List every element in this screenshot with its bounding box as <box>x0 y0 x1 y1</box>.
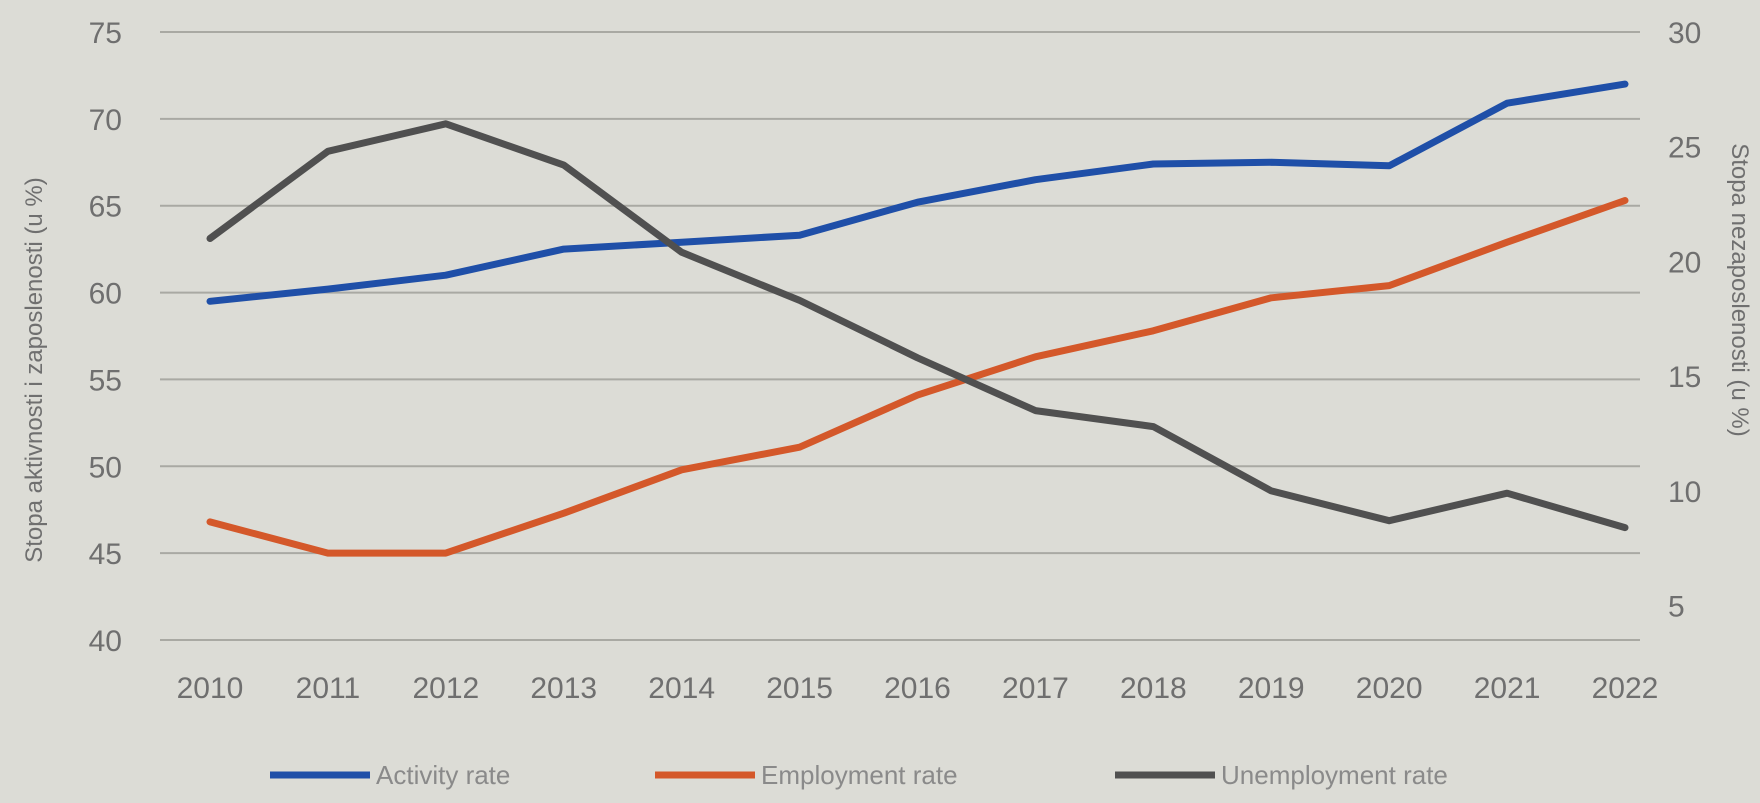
right-y-tick-label: 25 <box>1668 132 1701 165</box>
x-tick-label: 2020 <box>1356 672 1423 705</box>
x-tick-label: 2017 <box>1002 672 1069 705</box>
right-y-axis-ticks: 5 10 15 20 25 30 <box>1668 17 1701 624</box>
x-axis-ticks: 2010 2011 2012 2013 2014 2015 2016 2017 2018 2019… <box>177 672 1659 705</box>
legend-label: Activity rate <box>376 760 510 790</box>
series-line-1 <box>206 80 1629 305</box>
right-y-tick-label: 5 <box>1668 591 1685 624</box>
left-y-axis-title: Stopa aktivnosti i zaposlenosti (u %) <box>21 177 48 563</box>
x-tick-label: 2012 <box>412 672 479 705</box>
x-tick-label: 2013 <box>530 672 597 705</box>
left-y-tick-label: 40 <box>89 625 122 658</box>
series-line-3 <box>206 120 1629 532</box>
right-y-axis-title: Stopa nezaposlenosti (u %) <box>1726 143 1753 437</box>
left-y-axis-ticks: 40 45 50 55 60 65 70 75 <box>89 17 122 658</box>
x-tick-label: 2014 <box>648 672 715 705</box>
x-tick-label: 2011 <box>296 672 361 705</box>
x-tick-label: 2018 <box>1120 672 1187 705</box>
left-y-tick-label: 65 <box>89 191 122 224</box>
legend-label: Employment rate <box>761 760 958 790</box>
series-lines <box>206 80 1629 557</box>
legend-label: Unemployment rate <box>1221 760 1448 790</box>
x-tick-label: 2019 <box>1238 672 1305 705</box>
left-y-tick-label: 45 <box>89 538 122 571</box>
left-y-tick-label: 60 <box>89 278 122 311</box>
x-tick-label: 2021 <box>1474 672 1541 705</box>
legend: Activity rate Employment rate Unemployment… <box>270 760 1448 790</box>
right-y-tick-label: 20 <box>1668 246 1701 279</box>
x-tick-label: 2016 <box>884 672 951 705</box>
right-y-tick-label: 30 <box>1668 17 1701 50</box>
right-y-tick-label: 15 <box>1668 361 1701 394</box>
x-tick-label: 2010 <box>177 672 244 705</box>
left-y-tick-label: 55 <box>89 364 122 397</box>
gridlines <box>160 31 1640 641</box>
left-y-tick-label: 75 <box>89 17 122 50</box>
right-y-tick-label: 10 <box>1668 476 1701 509</box>
x-tick-label: 2022 <box>1592 672 1659 705</box>
left-y-tick-label: 70 <box>89 104 122 137</box>
series-line-2 <box>206 197 1629 557</box>
x-tick-label: 2015 <box>766 672 833 705</box>
left-y-tick-label: 50 <box>89 451 122 484</box>
